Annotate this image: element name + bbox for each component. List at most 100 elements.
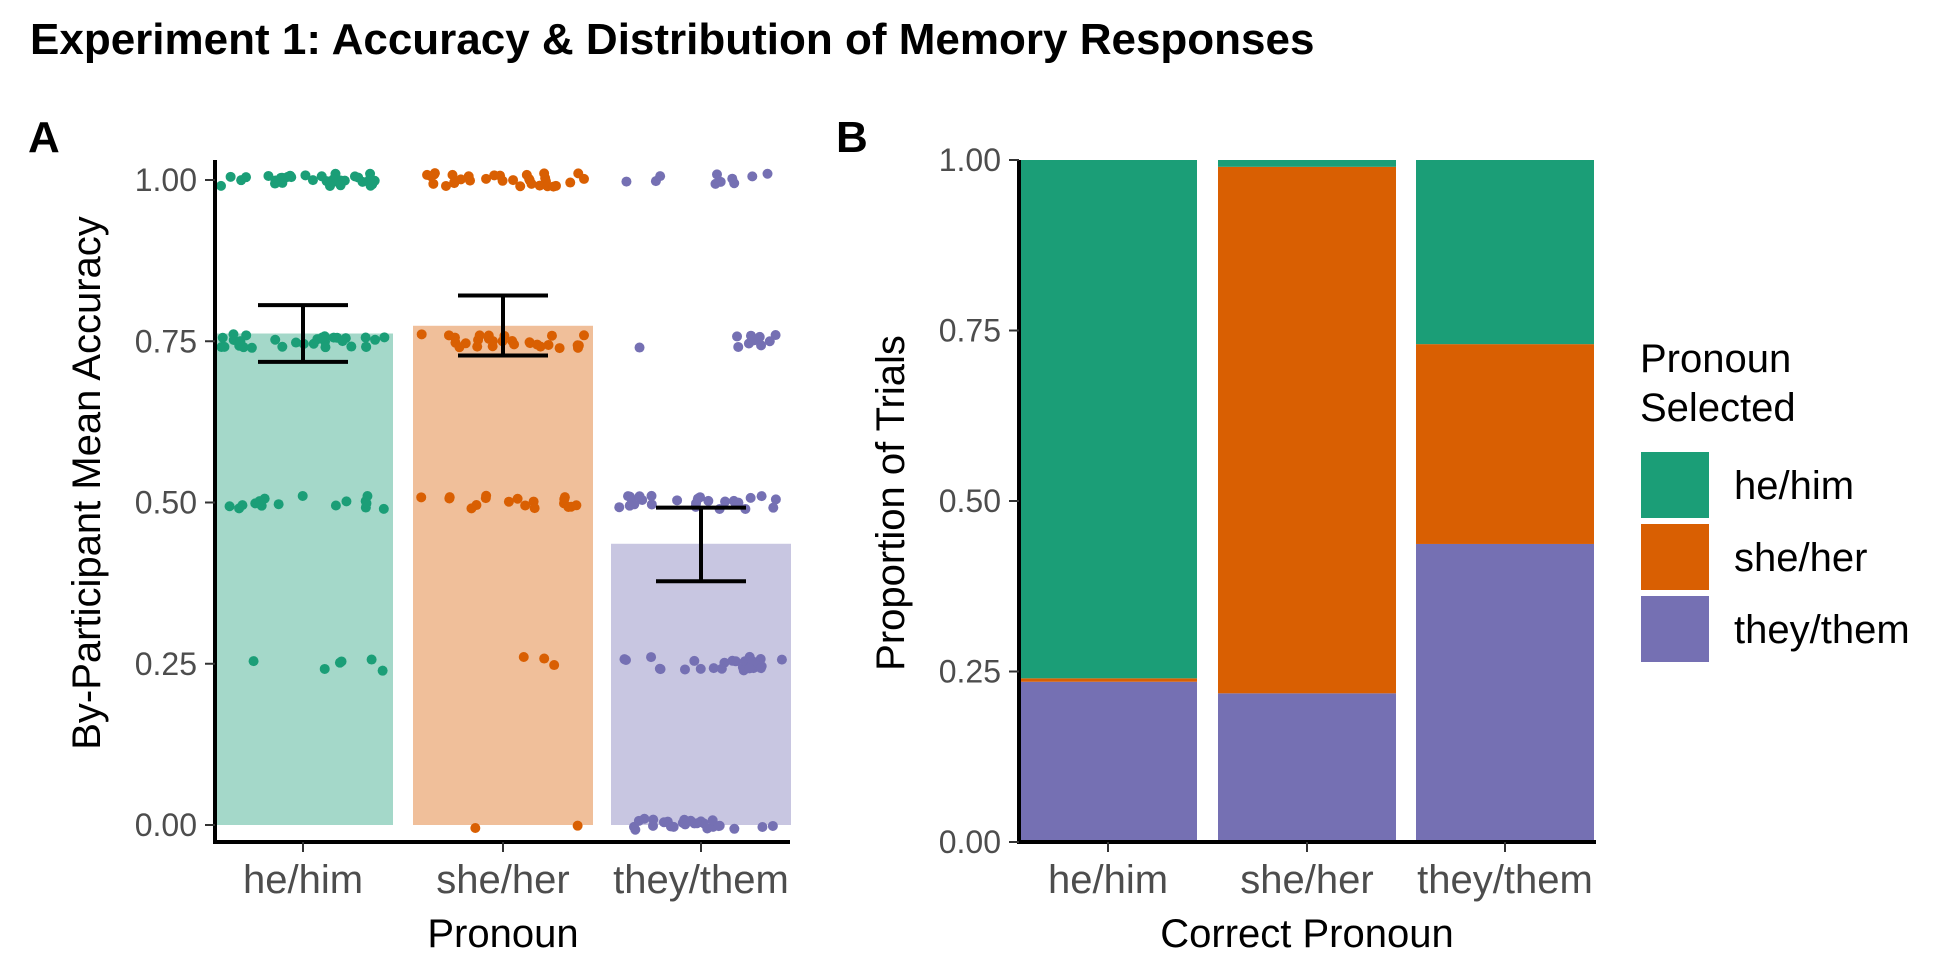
panel-b-y-tick-label: 0.25 xyxy=(939,654,1001,690)
point-they-them xyxy=(695,663,706,674)
point-he-him xyxy=(297,490,308,501)
point-they-them xyxy=(703,495,714,506)
point-he-him xyxy=(217,332,228,343)
point-he-him xyxy=(320,342,331,353)
point-they-them xyxy=(770,494,781,505)
point-he-him xyxy=(216,180,227,191)
bar-segment-they-them-she-her xyxy=(1416,344,1594,544)
point-they-them xyxy=(716,663,727,674)
panel-a-y-tick-label: 0.50 xyxy=(135,485,197,521)
panel-a-x-tick-label: they/them xyxy=(613,858,789,902)
point-he-him xyxy=(341,496,352,507)
point-she-her xyxy=(472,341,483,352)
point-they-them xyxy=(720,496,731,507)
point-they-them xyxy=(646,490,657,501)
point-she-her xyxy=(466,503,477,514)
point-he-him xyxy=(237,500,248,511)
point-she-her xyxy=(539,168,550,179)
panel-b-y-tick-label: 0.75 xyxy=(939,313,1001,349)
point-she-her xyxy=(518,651,529,662)
point-he-him xyxy=(290,337,301,348)
point-they-them xyxy=(755,663,766,674)
point-they-them xyxy=(658,817,669,828)
panel-a-y-tick-label: 0.25 xyxy=(135,646,197,682)
panel-a-x-tick-label: she/her xyxy=(436,858,569,902)
point-she-her xyxy=(548,181,559,192)
bar-segment-he-him-she-her xyxy=(1019,678,1197,682)
point-she-her xyxy=(470,823,481,834)
point-she-her xyxy=(481,173,492,184)
point-they-them xyxy=(729,823,740,834)
point-she-her xyxy=(474,330,485,341)
panel-b: B Proportion of Trials Correct Pronoun 0… xyxy=(836,113,1596,956)
point-they-them xyxy=(655,171,666,182)
bar-segment-they-them-he-him xyxy=(1416,160,1594,345)
point-they-them xyxy=(732,331,743,342)
point-they-them xyxy=(754,331,765,342)
panel-a-y-axis-title: By-Participant Mean Accuracy xyxy=(65,216,109,750)
bar-segment-she-her-she-her xyxy=(1218,166,1396,694)
point-they-them xyxy=(634,491,645,502)
point-she-her xyxy=(455,174,466,185)
point-she-her xyxy=(554,343,565,354)
legend-label-she-her: she/her xyxy=(1734,536,1867,580)
point-he-him xyxy=(246,342,257,353)
bar-he-him xyxy=(213,333,393,825)
point-she-her xyxy=(546,330,557,341)
point-she-her xyxy=(571,500,582,511)
point-he-him xyxy=(378,503,389,514)
point-they-them xyxy=(689,655,700,666)
point-they-them xyxy=(745,492,756,503)
point-they-them xyxy=(679,664,690,675)
point-he-him xyxy=(317,332,328,343)
point-he-him xyxy=(319,663,330,674)
panel-b-y-tick-label: 0.00 xyxy=(939,824,1001,860)
point-he-him xyxy=(219,341,230,352)
error-bar-he-him xyxy=(258,303,348,364)
point-she-her xyxy=(426,171,437,182)
point-she-her xyxy=(416,492,427,503)
point-they-them xyxy=(624,500,635,511)
point-he-him xyxy=(277,341,288,352)
figure-title: Experiment 1: Accuracy & Distribution of… xyxy=(30,15,1314,64)
legend: Pronoun Selected he/him she/her they/them xyxy=(1640,337,1910,662)
panel-b-x-tick-label: she/her xyxy=(1240,858,1373,902)
point-they-them xyxy=(713,821,724,832)
point-she-her xyxy=(449,332,460,343)
point-he-him xyxy=(360,332,371,343)
point-they-them xyxy=(768,502,779,513)
point-she-her xyxy=(428,178,439,189)
point-she-her xyxy=(444,492,455,503)
point-they-them xyxy=(621,176,632,187)
bar-segment-he-him-they-them xyxy=(1019,681,1197,842)
point-she-her xyxy=(447,169,458,180)
legend-key-they-them xyxy=(1641,596,1709,662)
panel-a-y-tick-label: 1.00 xyxy=(135,162,197,198)
point-they-them xyxy=(776,654,787,665)
point-he-him xyxy=(224,501,235,512)
bar-she-her xyxy=(413,325,593,825)
legend-label-they-them: they/them xyxy=(1734,608,1910,652)
point-he-him xyxy=(361,498,372,509)
point-they-them xyxy=(695,492,706,503)
panel-b-x-tick-label: they/them xyxy=(1417,858,1593,902)
point-she-her xyxy=(503,496,514,507)
point-she-her xyxy=(532,339,543,350)
point-she-her xyxy=(487,336,498,347)
point-she-her xyxy=(515,181,526,192)
point-she-her xyxy=(454,342,465,353)
point-they-them xyxy=(747,171,758,182)
point-they-them xyxy=(744,663,755,674)
point-they-them xyxy=(733,341,744,352)
point-he-him xyxy=(270,334,281,345)
point-she-her xyxy=(559,492,570,503)
point-he-him xyxy=(228,329,239,340)
point-they-them xyxy=(756,340,767,351)
point-they-them xyxy=(730,656,741,667)
point-he-him xyxy=(370,334,381,345)
point-he-him xyxy=(307,175,318,186)
panel-a-y-tick-label: 0.00 xyxy=(135,807,197,843)
point-he-him xyxy=(316,171,327,182)
point-she-her xyxy=(508,175,519,186)
